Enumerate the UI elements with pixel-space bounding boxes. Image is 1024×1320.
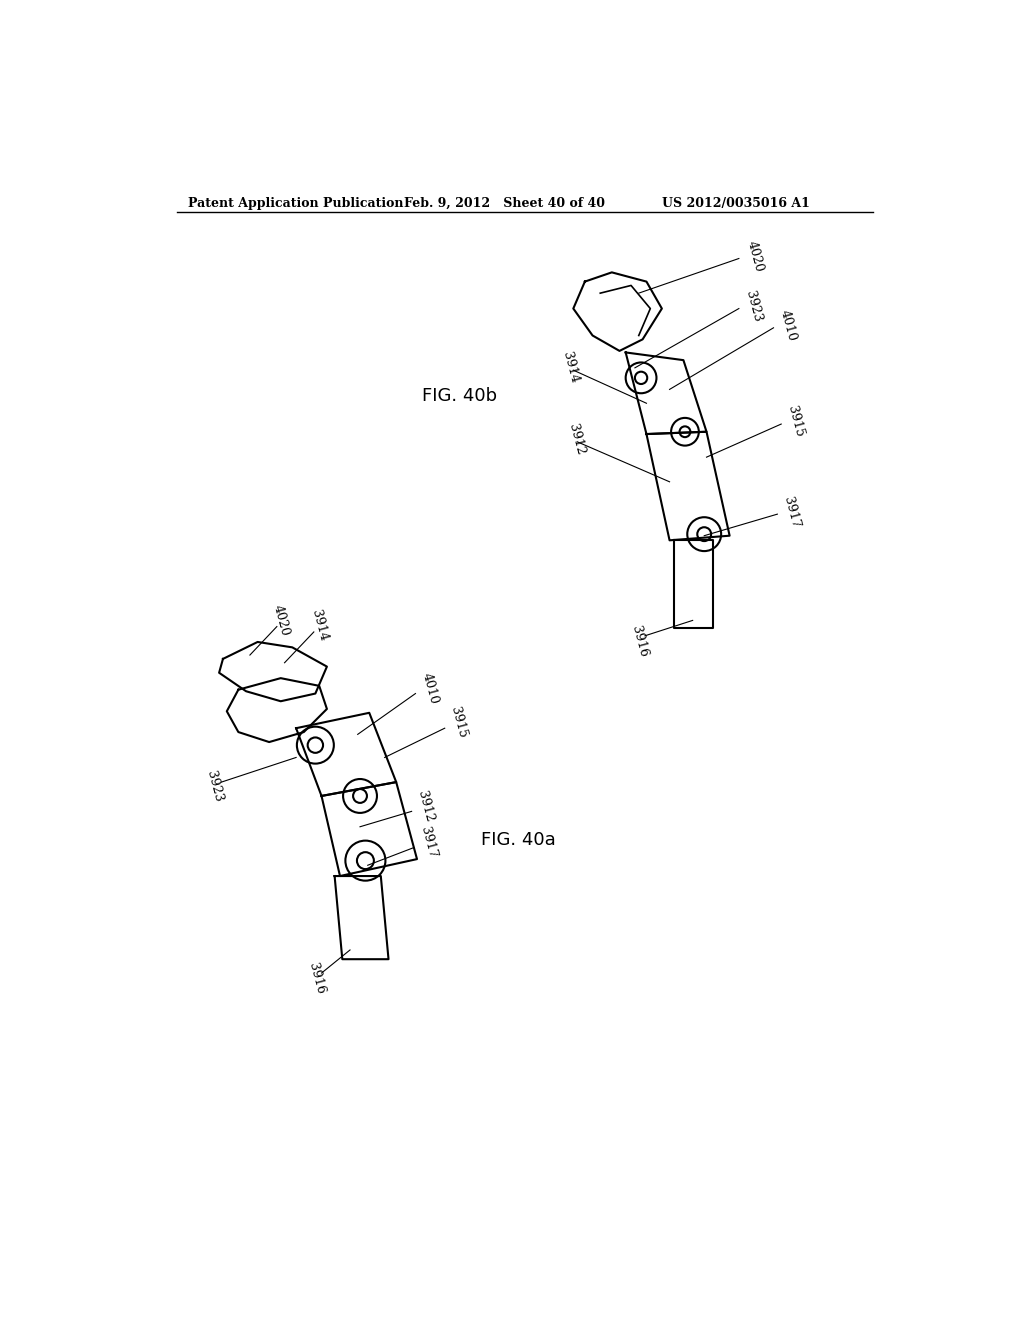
Text: FIG. 40a: FIG. 40a [481, 830, 556, 849]
Text: 4020: 4020 [270, 603, 292, 638]
Text: 3914: 3914 [309, 609, 330, 643]
Text: 4020: 4020 [744, 239, 765, 273]
Text: 3916: 3916 [630, 624, 650, 659]
Text: 3915: 3915 [449, 706, 469, 739]
Text: 4010: 4010 [777, 309, 798, 343]
Text: 3915: 3915 [785, 405, 806, 438]
Text: 3917: 3917 [781, 495, 802, 529]
Text: 3912: 3912 [565, 422, 587, 457]
Text: 3912: 3912 [416, 789, 436, 824]
Text: Patent Application Publication: Patent Application Publication [188, 197, 403, 210]
Text: 3923: 3923 [204, 770, 224, 804]
Text: FIG. 40b: FIG. 40b [422, 387, 497, 404]
Text: 3923: 3923 [742, 289, 764, 323]
Text: 3917: 3917 [418, 825, 438, 859]
Text: 4010: 4010 [419, 671, 440, 705]
Text: Feb. 9, 2012   Sheet 40 of 40: Feb. 9, 2012 Sheet 40 of 40 [403, 197, 605, 210]
Text: 3916: 3916 [306, 961, 327, 995]
Text: 3914: 3914 [560, 351, 581, 385]
Text: US 2012/0035016 A1: US 2012/0035016 A1 [662, 197, 810, 210]
